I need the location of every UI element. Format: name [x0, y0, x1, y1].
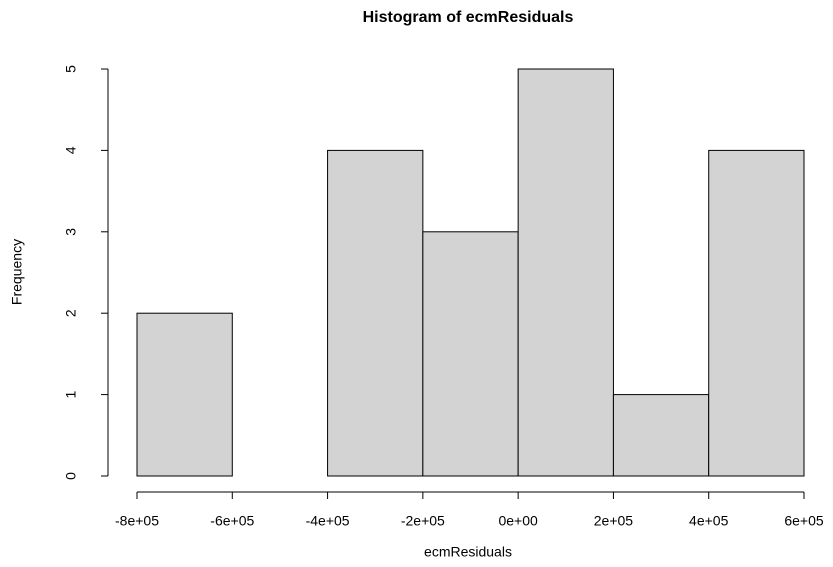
x-tick-label: -6e+05: [210, 513, 254, 529]
y-tick-label: 3: [63, 228, 79, 236]
bar: [517, 68, 614, 477]
y-tick-label: 1: [63, 390, 79, 398]
y-tick-label: 2: [63, 309, 79, 317]
y-tick-label: 5: [63, 65, 79, 73]
x-tick-label: 4e+05: [689, 513, 729, 529]
y-tick-label: 4: [63, 146, 79, 154]
chart-title: Histogram of ecmResiduals: [363, 9, 574, 26]
bar: [136, 312, 233, 477]
bar: [422, 231, 519, 477]
y-axis-label: Frequency: [9, 239, 25, 305]
x-tick-label: 6e+05: [784, 513, 824, 529]
bar: [612, 394, 710, 477]
bar: [327, 149, 424, 477]
x-tick-label: 2e+05: [594, 513, 634, 529]
bar: [708, 149, 805, 477]
y-tick-label: 0: [63, 472, 79, 480]
x-tick-label: -2e+05: [401, 513, 445, 529]
x-axis-label: ecmResiduals: [424, 544, 512, 560]
x-tick-label: -4e+05: [306, 513, 350, 529]
x-tick-label: 0e+00: [498, 513, 538, 529]
x-tick-label: -8e+05: [115, 513, 159, 529]
